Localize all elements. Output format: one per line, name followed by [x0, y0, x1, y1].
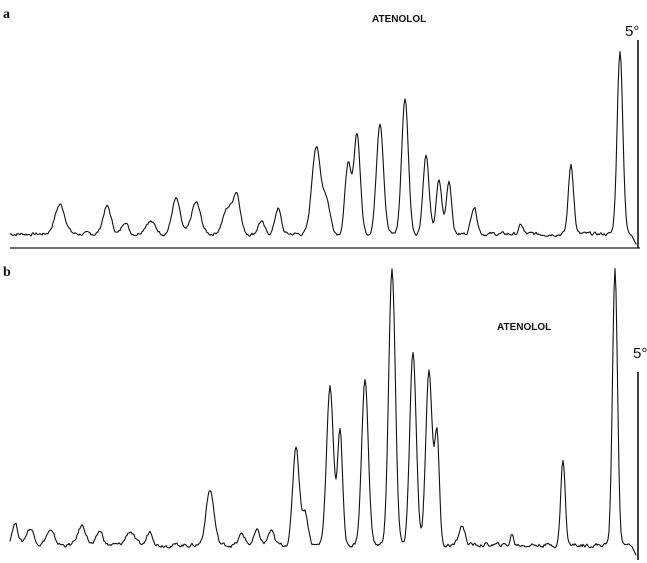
trace-b — [9, 268, 637, 556]
panel-b: b ATENOLOL 5° — [3, 265, 647, 560]
panel-label-a: a — [3, 7, 10, 22]
compound-label-b: ATENOLOL — [497, 322, 551, 333]
trace-a — [9, 51, 637, 245]
scale-label-b: 5° — [633, 345, 647, 362]
panel-label-b: b — [3, 265, 11, 280]
compound-label-a: ATENOLOL — [372, 14, 426, 25]
scale-label-a: 5° — [625, 23, 639, 40]
panel-a: a ATENOLOL 5° — [3, 7, 640, 249]
